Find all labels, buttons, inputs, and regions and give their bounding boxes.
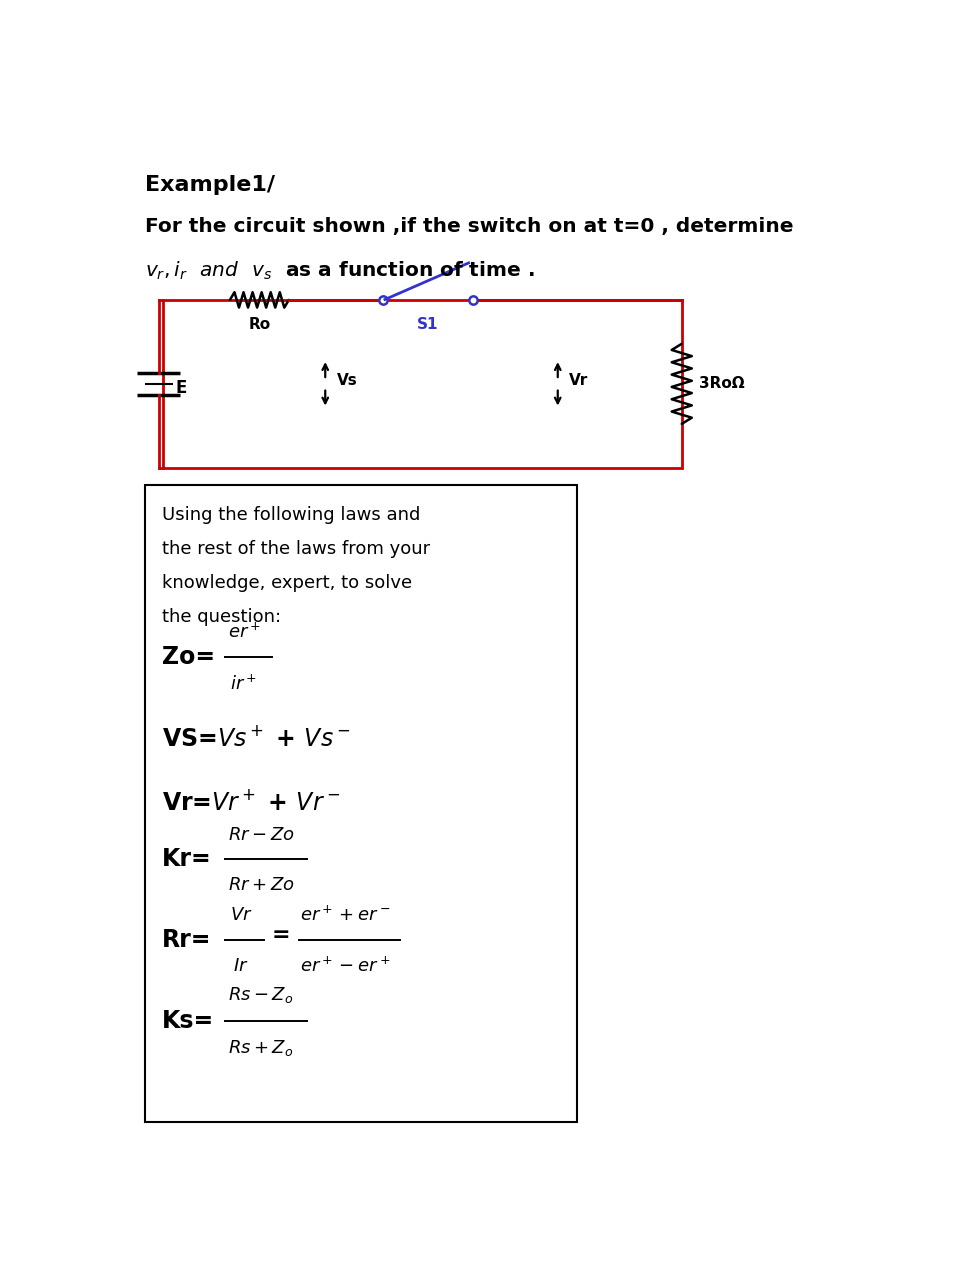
Text: 3RoΩ: 3RoΩ [699,376,744,392]
Text: Ks=: Ks= [162,1009,214,1033]
Text: $Rr+Zo$: $Rr+Zo$ [228,876,295,893]
Text: Ro: Ro [248,317,270,332]
Bar [162,300,682,467]
Text: Zo=: Zo= [162,645,215,669]
Text: S1: S1 [417,317,438,332]
Text: $er^+$: $er^+$ [228,622,262,641]
Text: E: E [175,379,187,398]
Text: $er^+-er^+$: $er^+-er^+$ [300,956,391,977]
Text: Example1/: Example1/ [145,175,274,195]
Text: $Ir$: $Ir$ [233,956,248,974]
Text: Vs: Vs [337,374,358,388]
Text: $Rr-Zo$: $Rr-Zo$ [228,826,295,844]
Text: knowledge, expert, to solve: knowledge, expert, to solve [162,573,411,593]
Text: Rr=: Rr= [162,928,211,952]
Text: $Rs-Z_o$: $Rs-Z_o$ [228,986,293,1005]
Bar [145,485,577,1123]
Text: Vr: Vr [570,374,589,388]
Text: the question:: the question: [162,608,281,626]
Text: $ir^+$: $ir^+$ [230,675,257,694]
Text: Vr=$Vr^+$ + $Vr^-$: Vr=$Vr^+$ + $Vr^-$ [162,790,340,814]
Text: Using the following laws and: Using the following laws and [162,507,420,525]
Text: VS=$Vs^+$ + $Vs^-$: VS=$Vs^+$ + $Vs^-$ [162,727,351,751]
Text: $Rs+Z_o$: $Rs+Z_o$ [228,1038,293,1057]
Text: =: = [271,925,291,945]
Text: For the circuit shown ,if the switch on at t=0 , determine: For the circuit shown ,if the switch on … [145,216,793,236]
Text: $Vr$: $Vr$ [230,906,252,924]
Text: $v_r, i_r$  $\it{and}$  $v_s$  as a function of time .: $v_r, i_r$ $\it{and}$ $v_s$ as a functio… [145,260,534,282]
Text: $er^++er^-$: $er^++er^-$ [300,905,391,924]
Text: the rest of the laws from your: the rest of the laws from your [162,540,430,558]
Text: Kr=: Kr= [162,847,212,870]
